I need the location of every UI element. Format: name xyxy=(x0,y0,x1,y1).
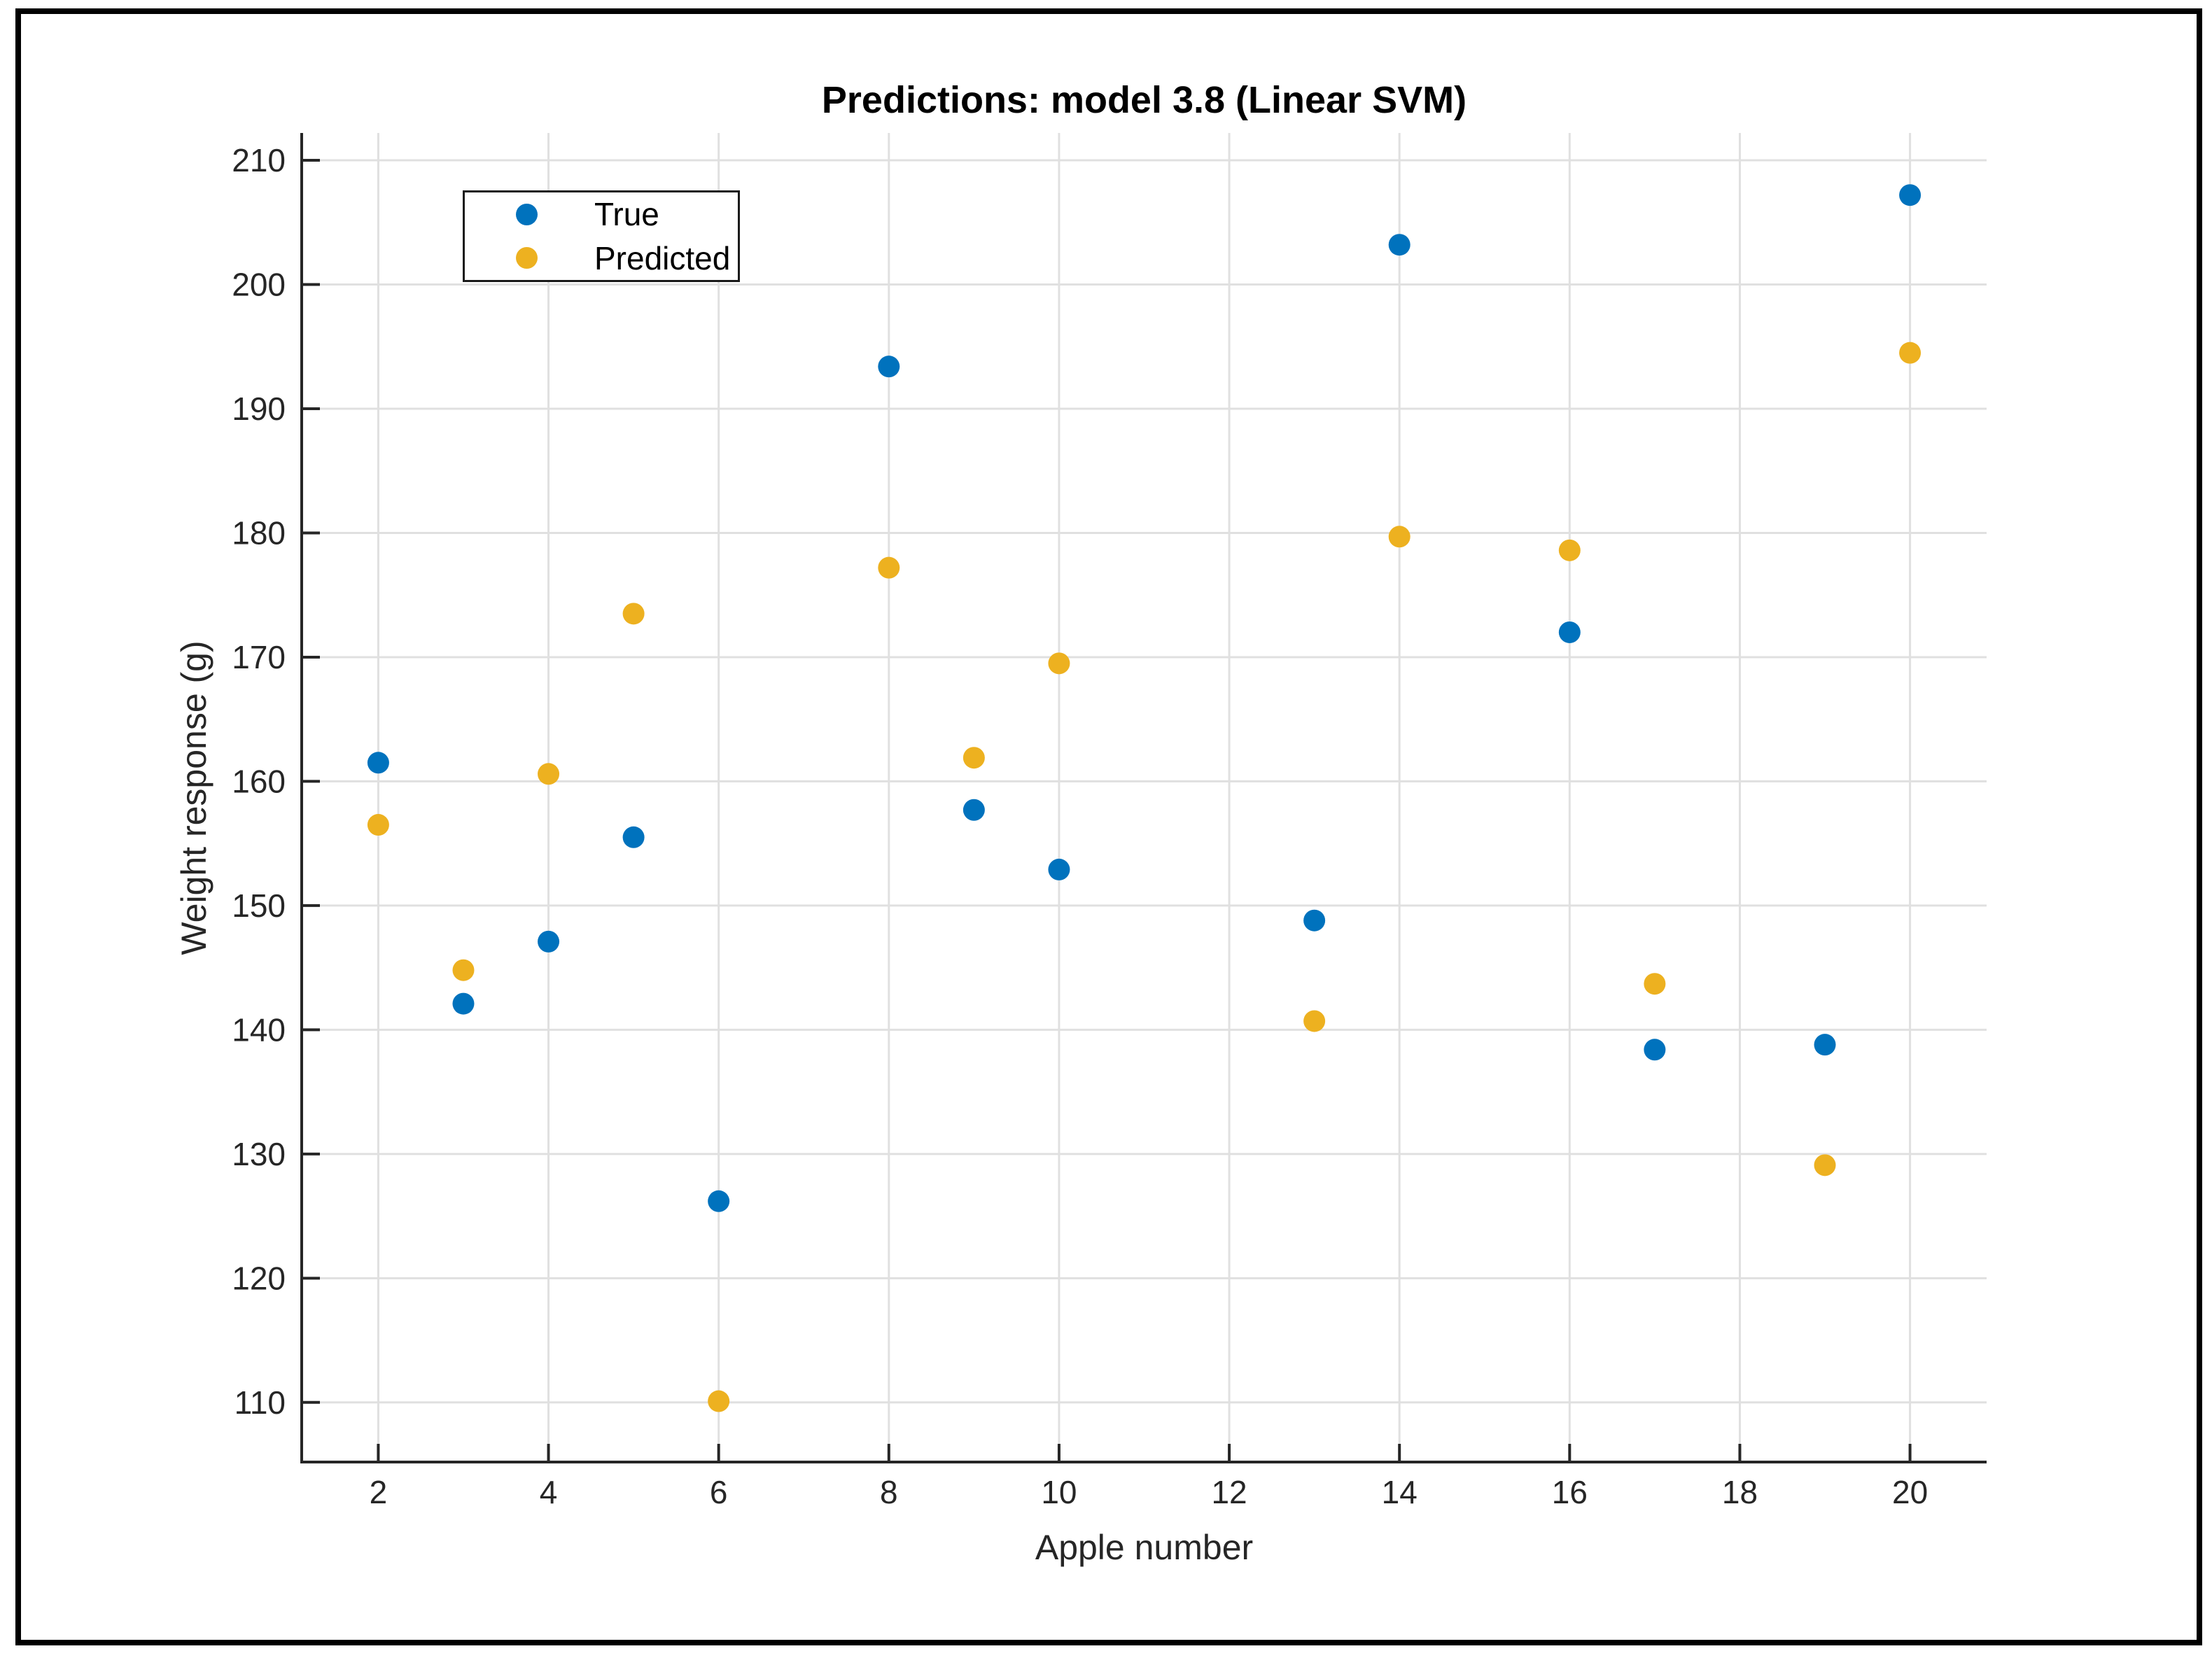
y-tick-label-140: 140 xyxy=(232,1011,286,1048)
point-predicted-x10 xyxy=(1048,652,1070,675)
point-true-x6 xyxy=(708,1190,730,1212)
y-tick-label-210: 210 xyxy=(232,142,286,178)
point-true-x5 xyxy=(622,826,645,848)
point-predicted-x2 xyxy=(367,814,389,836)
point-true-x4 xyxy=(538,930,560,953)
point-true-x19 xyxy=(1814,1034,1836,1056)
y-tick-label-150: 150 xyxy=(232,887,286,924)
y-tick-label-170: 170 xyxy=(232,639,286,675)
point-predicted-x9 xyxy=(962,747,985,769)
legend-label-predicted: Predicted xyxy=(594,239,731,276)
point-predicted-x17 xyxy=(1644,973,1666,995)
legend-item-predicted: Predicted xyxy=(465,237,738,281)
legend-label-true: True xyxy=(594,196,659,233)
point-true-x3 xyxy=(452,992,475,1015)
x-tick-label-8: 8 xyxy=(880,1474,898,1510)
y-tick-label-200: 200 xyxy=(232,267,286,303)
x-tick-label-6: 6 xyxy=(710,1474,728,1510)
point-predicted-x19 xyxy=(1814,1154,1836,1176)
legend: True Predicted xyxy=(463,190,740,282)
point-true-x13 xyxy=(1303,909,1326,932)
y-tick-label-130: 130 xyxy=(232,1136,286,1172)
y-tick-label-190: 190 xyxy=(232,391,286,427)
point-predicted-x16 xyxy=(1558,539,1581,561)
x-tick-label-20: 20 xyxy=(1892,1474,1928,1510)
chart-title: Predictions: model 3.8 (Linear SVM) xyxy=(821,79,1467,121)
point-true-x2 xyxy=(367,752,389,774)
point-true-x17 xyxy=(1644,1039,1666,1061)
point-predicted-x4 xyxy=(538,763,560,785)
x-tick-label-10: 10 xyxy=(1041,1474,1077,1510)
x-tick-label-14: 14 xyxy=(1382,1474,1418,1510)
predicted-marker-icon xyxy=(516,247,538,269)
point-true-x10 xyxy=(1048,858,1070,880)
point-true-x20 xyxy=(1899,184,1921,206)
y-axis-label: Weight response (g) xyxy=(174,640,214,955)
point-predicted-x6 xyxy=(708,1390,730,1412)
point-predicted-x5 xyxy=(622,603,645,625)
x-tick-label-18: 18 xyxy=(1722,1474,1758,1510)
legend-item-true: True xyxy=(465,192,738,237)
true-marker-icon xyxy=(516,203,538,225)
x-axis-label: Apple number xyxy=(1035,1528,1254,1567)
point-true-x9 xyxy=(962,799,985,821)
x-tick-label-2: 2 xyxy=(370,1474,388,1510)
point-predicted-x8 xyxy=(878,556,900,579)
point-predicted-x13 xyxy=(1303,1010,1326,1032)
point-predicted-x20 xyxy=(1899,342,1921,364)
point-true-x8 xyxy=(878,356,900,378)
point-predicted-x3 xyxy=(452,959,475,981)
point-true-x14 xyxy=(1388,234,1410,256)
x-tick-label-12: 12 xyxy=(1211,1474,1247,1510)
x-tick-label-4: 4 xyxy=(540,1474,558,1510)
x-tick-label-16: 16 xyxy=(1552,1474,1588,1510)
y-tick-label-120: 120 xyxy=(232,1260,286,1296)
point-predicted-x14 xyxy=(1388,526,1410,548)
y-tick-label-160: 160 xyxy=(232,763,286,799)
y-tick-label-180: 180 xyxy=(232,514,286,551)
y-tick-label-110: 110 xyxy=(234,1384,286,1421)
point-true-x16 xyxy=(1558,621,1581,643)
